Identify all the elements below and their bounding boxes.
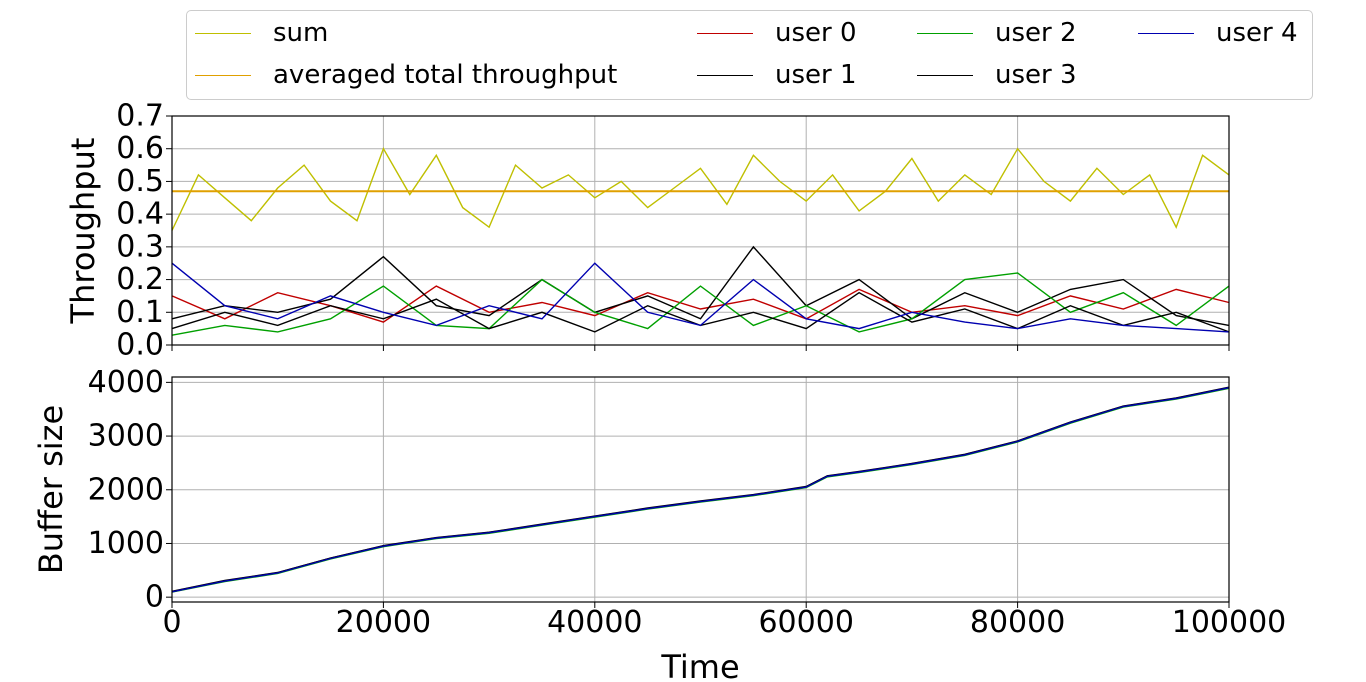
legend-entry-user4: user 4	[1138, 17, 1298, 49]
y-tick-label: 0.6	[116, 131, 164, 166]
legend-swatch	[917, 74, 973, 76]
legend-entry-user1: user 1	[697, 59, 857, 91]
y-tick-label: 0.5	[116, 164, 164, 199]
legend-swatch	[195, 74, 251, 76]
legend-label: averaged total throughput	[273, 60, 618, 90]
legend-entry-user2: user 2	[917, 17, 1077, 49]
legend-swatch	[917, 32, 973, 34]
legend-label: user 2	[995, 18, 1077, 48]
plot-panel-throughput: 0.00.10.20.30.40.50.60.7 Throughput	[64, 99, 1230, 363]
y-axis-label: Throughput	[64, 138, 102, 325]
legend-label: user 1	[775, 60, 857, 90]
legend-swatch	[697, 74, 753, 76]
x-axis-label: Time	[660, 648, 739, 682]
legend-label: user 0	[775, 18, 857, 48]
series-line-user-1	[171, 386, 1230, 592]
legend-swatch	[1138, 32, 1194, 34]
y-tick-label: 2000	[88, 472, 164, 507]
x-tick-label: 20000	[336, 605, 431, 640]
y-tick-label: 0	[145, 580, 164, 615]
series-line-user-4	[171, 387, 1230, 593]
axes-frame	[171, 115, 1230, 346]
series-line-user-1	[171, 245, 1230, 327]
y-tick-label: 4000	[88, 365, 164, 400]
series-line-user-4	[171, 262, 1230, 333]
legend-label: sum	[273, 18, 329, 48]
x-tick-label: 60000	[758, 605, 853, 640]
y-axis-label: Buffer size	[32, 405, 70, 574]
axes-frame	[171, 376, 1230, 603]
y-tick-label: 0.0	[116, 328, 164, 363]
y-tick-label: 0.3	[116, 229, 164, 264]
legend-entry-sum: sum	[195, 17, 328, 49]
legend-label: user 4	[1216, 18, 1298, 48]
legend-label: user 3	[995, 60, 1077, 90]
series-line-user-2	[171, 272, 1230, 336]
legend: sum averaged total throughput user 0 use…	[186, 10, 1313, 100]
series-line-sum	[171, 147, 1230, 231]
legend-entry-average: averaged total throughput	[195, 59, 617, 91]
y-tick-label: 1000	[88, 526, 164, 561]
x-tick-label: 40000	[547, 605, 642, 640]
series-line-user-0	[171, 285, 1230, 323]
x-tick-label: 100000	[1172, 605, 1287, 640]
legend-entry-user3: user 3	[917, 59, 1077, 91]
y-tick-label: 0.2	[116, 262, 164, 297]
legend-swatch	[195, 32, 251, 34]
y-tick-label: 0.1	[116, 295, 164, 330]
legend-swatch	[697, 32, 753, 34]
y-tick-label: 0.7	[116, 99, 164, 134]
x-tick-label: 80000	[970, 605, 1065, 640]
legend-entry-user0: user 0	[697, 17, 857, 49]
y-tick-label: 0.4	[116, 197, 164, 232]
x-tick-label: 0	[162, 605, 181, 640]
y-tick-label: 3000	[88, 419, 164, 454]
